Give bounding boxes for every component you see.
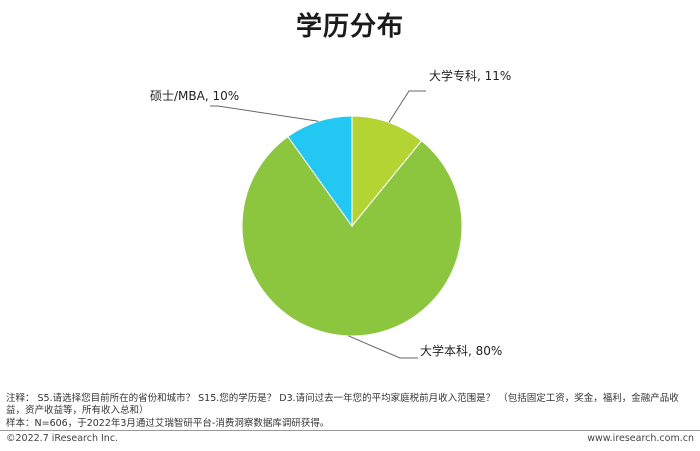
leader-line (210, 105, 319, 122)
footnote-sample: 样本：N=606，于2022年3月通过艾瑞智研平台-消费洞察数据库调研获得。 (6, 418, 330, 429)
slice-dazhuanke (351, 115, 423, 228)
footnote-notes: 注释： S5.请选择您目前所在的省份和城市？ S15.您的学历是？ D3.请问过… (6, 393, 679, 416)
label-shuoshi: 硕士/MBA, 10% (150, 89, 239, 103)
copyright: ©2022.7 iResearch Inc. (6, 433, 119, 444)
label-dazhuanke: 大学专科, 11% (429, 68, 511, 83)
leader-line (388, 90, 426, 123)
chart-title: 学历分布 (295, 12, 404, 42)
website-url: www.iresearch.com.cn (587, 433, 694, 444)
footer-divider (0, 430, 700, 431)
leader-line (348, 335, 418, 359)
slice-benke (241, 135, 463, 337)
label-benke: 大学本科, 80% (420, 343, 502, 358)
